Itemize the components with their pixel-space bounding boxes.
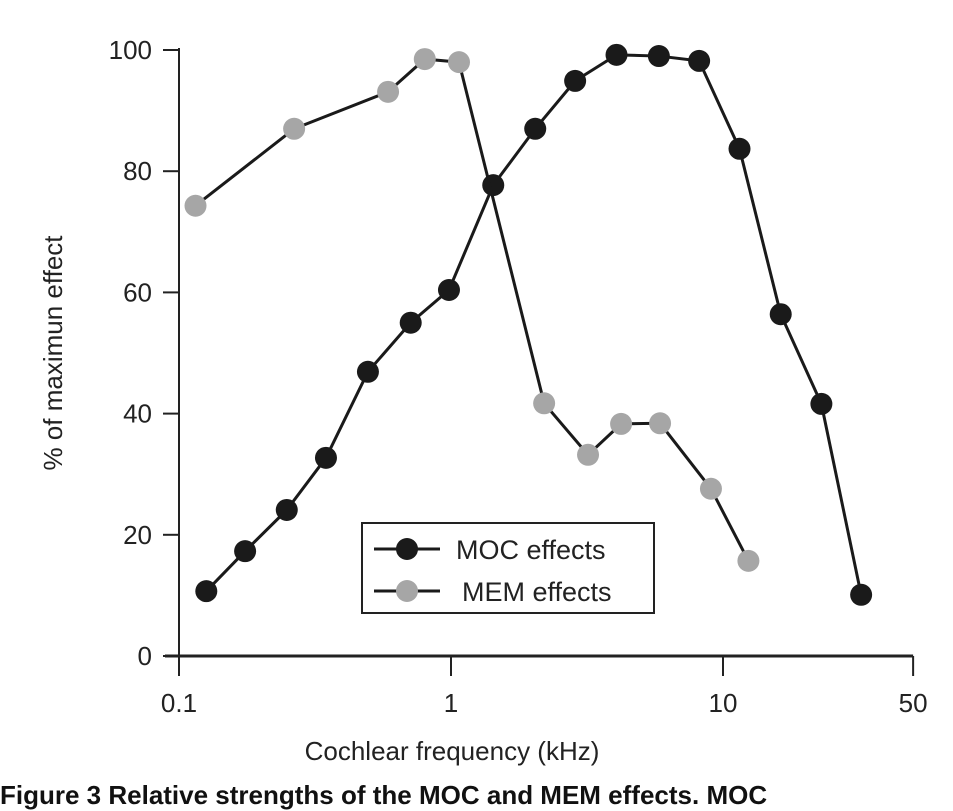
y-tick-label: 0 bbox=[138, 641, 152, 671]
data-point bbox=[283, 117, 306, 140]
data-point bbox=[533, 392, 556, 415]
data-point bbox=[399, 311, 422, 334]
x-tick-label: 50 bbox=[899, 688, 928, 718]
data-point bbox=[275, 498, 298, 521]
data-point bbox=[437, 278, 460, 301]
legend-marker bbox=[396, 580, 418, 602]
data-point bbox=[688, 49, 711, 72]
data-point bbox=[524, 117, 547, 140]
data-point bbox=[728, 137, 751, 160]
x-axis-label: Cochlear frequency (kHz) bbox=[305, 736, 600, 766]
data-point bbox=[195, 580, 218, 603]
data-point bbox=[647, 45, 670, 68]
series-line bbox=[194, 57, 750, 562]
series-moc-effects bbox=[195, 43, 873, 606]
y-axis-label: % of maximun effect bbox=[38, 235, 68, 471]
y-tick-label: 60 bbox=[123, 277, 152, 307]
y-tick-label: 20 bbox=[123, 520, 152, 550]
data-point bbox=[737, 549, 760, 572]
x-tick-label: 10 bbox=[709, 688, 738, 718]
data-point bbox=[699, 477, 722, 500]
data-point bbox=[184, 194, 207, 217]
data-point bbox=[356, 360, 379, 383]
data-point bbox=[447, 51, 470, 74]
data-point bbox=[610, 412, 633, 435]
y-tick-label: 100 bbox=[109, 35, 152, 65]
data-point bbox=[605, 43, 628, 66]
series-layer bbox=[184, 43, 873, 606]
figure-caption: Figure 3 Relative strengths of the MOC a… bbox=[0, 780, 768, 810]
data-point bbox=[413, 48, 436, 71]
data-point bbox=[577, 443, 600, 466]
x-tick-label: 0.1 bbox=[161, 688, 197, 718]
series-mem-effects bbox=[184, 48, 760, 572]
legend-label: MEM effects bbox=[462, 577, 612, 607]
legend: MOC effects MEM effects bbox=[361, 522, 655, 614]
y-tick-label: 40 bbox=[123, 399, 152, 429]
x-tick-label: 1 bbox=[444, 688, 458, 718]
data-point bbox=[769, 303, 792, 326]
axes: 0.1 1 10 50 0 20 40 60 80 100 bbox=[109, 35, 928, 718]
data-point bbox=[649, 412, 672, 435]
data-point bbox=[234, 540, 257, 563]
data-point bbox=[850, 583, 873, 606]
legend-marker bbox=[396, 538, 418, 560]
y-tick-label: 80 bbox=[123, 156, 152, 186]
data-point bbox=[482, 174, 505, 197]
legend-label: MOC effects bbox=[456, 535, 606, 565]
data-point bbox=[314, 446, 337, 469]
data-point bbox=[564, 69, 587, 92]
data-point bbox=[377, 80, 400, 103]
data-point bbox=[810, 392, 833, 415]
